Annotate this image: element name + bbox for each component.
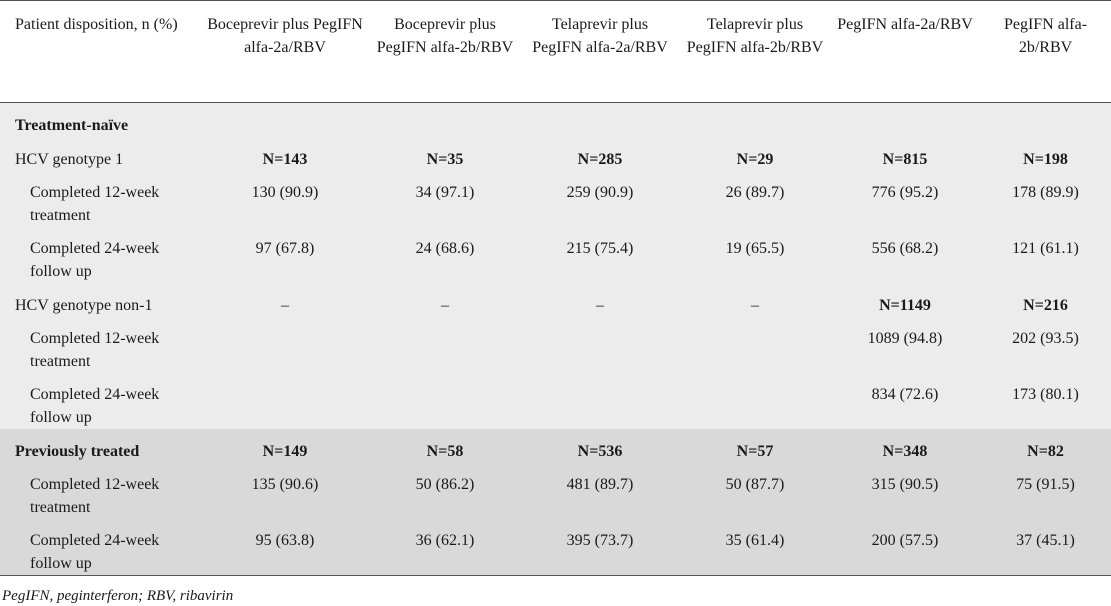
table-row: HCV genotype non-1 – – – – N=1149 N=216 [0,283,1111,317]
table-cell: N=143 [200,137,370,171]
table-cell: 75 (91.5) [980,463,1111,519]
section-title: Treatment-naïve [0,102,1111,137]
table-cell: N=149 [200,429,370,463]
row-label: Completed 24-week follow up [0,227,200,283]
section-row-previously-treated: Previously treated N=149 N=58 N=536 N=57… [0,429,1111,463]
row-label: Completed 12-week treatment [0,171,200,227]
table-body: Treatment-naïve HCV genotype 1 N=143 N=3… [0,102,1111,576]
header-cell: Boceprevir plus PegIFN alfa-2b/RBV [370,0,520,103]
table-cell [520,317,680,373]
table-cell: 315 (90.5) [830,463,980,519]
row-label: Completed 12-week treatment [0,317,200,373]
row-label: Completed 24-week follow up [0,373,200,429]
table-cell [520,373,680,429]
table-cell: N=348 [830,429,980,463]
table-cell: N=29 [680,137,830,171]
section-row-treatment-naive: Treatment-naïve [0,102,1111,137]
table-footnote: PegIFN, peginterferon; RBV, ribavirin [2,588,234,604]
table-cell: 95 (63.8) [200,519,370,576]
table-row: Completed 24-week follow up 95 (63.8) 36… [0,519,1111,576]
header-cell: Patient disposition, n (%) [0,0,200,103]
table-row: Completed 12-week treatment 130 (90.9) 3… [0,171,1111,227]
table-cell: 556 (68.2) [830,227,980,283]
table-cell: 50 (86.2) [370,463,520,519]
table-cell: 35 (61.4) [680,519,830,576]
table-cell: 37 (45.1) [980,519,1111,576]
table-cell: N=815 [830,137,980,171]
table-cell: 215 (75.4) [520,227,680,283]
table-cell: 395 (73.7) [520,519,680,576]
table-cell [680,317,830,373]
table-cell: 50 (87.7) [680,463,830,519]
table-cell: 26 (89.7) [680,171,830,227]
table-cell [200,373,370,429]
table-cell: 36 (62.1) [370,519,520,576]
table-cell: 130 (90.9) [200,171,370,227]
row-label: HCV genotype non-1 [0,283,200,317]
table-row: Completed 24-week follow up 834 (72.6) 1… [0,373,1111,429]
table-cell: 202 (93.5) [980,317,1111,373]
header-cell: PegIFN alfa-2a/RBV [830,0,980,103]
table-cell [680,373,830,429]
table-cell: N=216 [980,283,1111,317]
table-cell: – [680,283,830,317]
table-cell: – [520,283,680,317]
patient-disposition-table: Patient disposition, n (%) Boceprevir pl… [0,0,1111,576]
table-row: Completed 24-week follow up 97 (67.8) 24… [0,227,1111,283]
table-cell: N=82 [980,429,1111,463]
table-cell: 259 (90.9) [520,171,680,227]
table-cell: N=198 [980,137,1111,171]
table-row: Completed 12-week treatment 135 (90.6) 5… [0,463,1111,519]
table-cell: 776 (95.2) [830,171,980,227]
header-cell: Telaprevir plus PegIFN alfa-2a/RBV [520,0,680,103]
table-cell: 24 (68.6) [370,227,520,283]
table-cell: N=285 [520,137,680,171]
data-table-container: Patient disposition, n (%) Boceprevir pl… [0,0,1111,576]
table-cell: 1089 (94.8) [830,317,980,373]
table-cell: N=35 [370,137,520,171]
row-label: HCV genotype 1 [0,137,200,171]
table-cell: N=58 [370,429,520,463]
header-cell: Telaprevir plus PegIFN alfa-2b/RBV [680,0,830,103]
row-label: Completed 12-week treatment [0,463,200,519]
table-header: Patient disposition, n (%) Boceprevir pl… [0,0,1111,103]
table-cell [370,373,520,429]
section-title: Previously treated [0,429,200,463]
table-cell: N=57 [680,429,830,463]
table-cell: 173 (80.1) [980,373,1111,429]
table-cell: 481 (89.7) [520,463,680,519]
header-cell: Boceprevir plus PegIFN alfa-2a/RBV [200,0,370,103]
table-cell: 34 (97.1) [370,171,520,227]
header-cell: PegIFN alfa-2b/RBV [980,0,1111,103]
header-row: Patient disposition, n (%) Boceprevir pl… [0,0,1111,103]
table-cell [200,317,370,373]
table-cell: 97 (67.8) [200,227,370,283]
table-cell: N=536 [520,429,680,463]
table-cell: 121 (61.1) [980,227,1111,283]
table-cell: 135 (90.6) [200,463,370,519]
table-cell: – [370,283,520,317]
row-label: Completed 24-week follow up [0,519,200,576]
table-cell [370,317,520,373]
table-cell: 19 (65.5) [680,227,830,283]
table-cell: 834 (72.6) [830,373,980,429]
table-cell: N=1149 [830,283,980,317]
table-cell: 178 (89.9) [980,171,1111,227]
table-cell: 200 (57.5) [830,519,980,576]
table-row: HCV genotype 1 N=143 N=35 N=285 N=29 N=8… [0,137,1111,171]
table-row: Completed 12-week treatment 1089 (94.8) … [0,317,1111,373]
table-cell: – [200,283,370,317]
